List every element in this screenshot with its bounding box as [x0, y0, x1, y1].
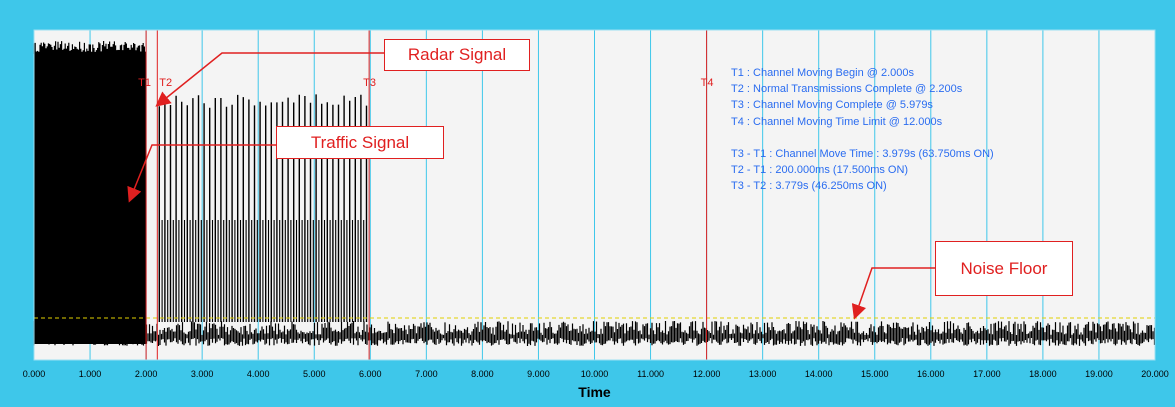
x-tick-label: 2.000	[135, 369, 158, 379]
x-tick-label: 18.000	[1029, 369, 1057, 379]
x-axis-label: Time	[578, 384, 611, 400]
x-tick-label: 19.000	[1085, 369, 1113, 379]
annotation-t3-t2: T3 - T2 : 3.779s (46.250ms ON)	[731, 180, 887, 193]
radar-pulse-train	[158, 94, 368, 322]
marker-label-t3: T3	[363, 77, 376, 89]
radar-signal-callout: Radar Signal	[384, 39, 530, 71]
x-tick-label: 5.000	[303, 369, 326, 379]
marker-label-t2: T2	[159, 77, 172, 89]
x-tick-label: 1.000	[79, 369, 102, 379]
marker-label-t4: T4	[701, 77, 714, 89]
annotation-t3-t1: T3 - T1 : Channel Move Time : 3.979s (63…	[731, 147, 994, 160]
radar-pulse-fill	[161, 220, 365, 322]
plot-border	[33, 29, 1156, 361]
x-tick-label: 20.000	[1141, 369, 1169, 379]
traffic-signal-arrow	[127, 144, 276, 203]
x-tick-label: 6.000	[359, 369, 382, 379]
annotation-t4: T4 : Channel Moving Time Limit @ 12.000s	[731, 115, 943, 128]
annotation-t1: T1 : Channel Moving Begin @ 2.000s	[731, 67, 914, 79]
x-tick-label: 8.000	[471, 369, 494, 379]
marker-label-t1: T1	[138, 77, 151, 89]
x-tick-label: 14.000	[805, 369, 833, 379]
x-tick-label: 4.000	[247, 369, 270, 379]
x-tick-label: 13.000	[749, 369, 777, 379]
x-tick-label: 3.000	[191, 369, 214, 379]
traffic-signal-block	[34, 52, 147, 344]
noise-floor-arrow	[851, 267, 935, 320]
x-tick-label: 7.000	[415, 369, 438, 379]
x-tick-label: 17.000	[973, 369, 1001, 379]
x-tick-label: 0.000	[23, 369, 46, 379]
annotation-t2-t1: T2 - T1 : 200.000ms (17.500ms ON)	[731, 164, 909, 177]
annotation-gap	[731, 130, 994, 146]
x-tick-label: 16.000	[917, 369, 945, 379]
x-tick-label: 15.000	[861, 369, 889, 379]
marker-annotations: T1 : Channel Moving Begin @ 2.000s T2 : …	[731, 65, 994, 194]
traffic-signal-callout: Traffic Signal	[276, 126, 444, 159]
x-tick-label: 12.000	[693, 369, 721, 379]
noise-floor-callout: Noise Floor	[935, 241, 1073, 296]
annotation-t3: T3 : Channel Moving Complete @ 5.979s	[731, 99, 933, 112]
x-tick-label: 11.000	[637, 369, 664, 379]
x-tick-label: 9.000	[527, 369, 550, 379]
x-tick-label: 10.000	[581, 369, 609, 379]
radar-signal-arrow	[155, 52, 384, 107]
annotation-t2: T2 : Normal Transmissions Complete @ 2.2…	[731, 83, 963, 96]
